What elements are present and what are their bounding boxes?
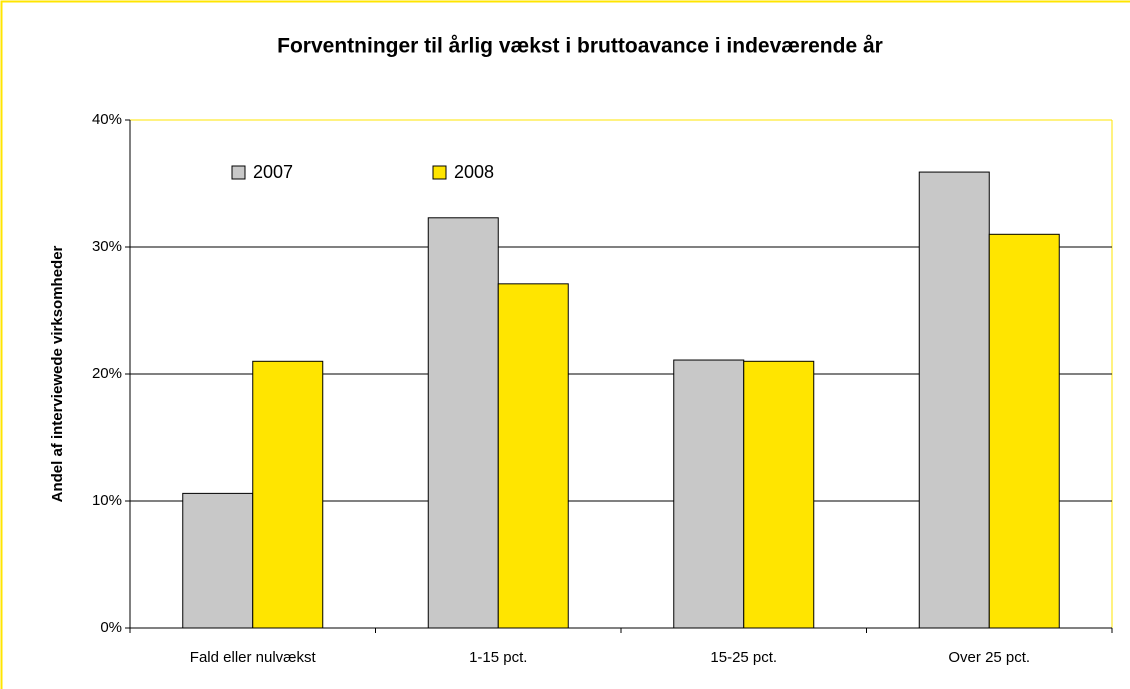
legend-swatch: [231, 165, 246, 180]
y-tick-label: 20%: [92, 365, 122, 382]
legend-label: 2007: [253, 162, 293, 182]
bar: [497, 283, 569, 629]
legend-label: 2008: [454, 162, 494, 182]
y-axis-label: Andel af interviewede virksomheder: [49, 245, 66, 502]
bar: [988, 233, 1060, 629]
bar: [743, 360, 815, 629]
bar: [427, 217, 499, 629]
x-tick-label: 1-15 pct.: [469, 649, 527, 666]
y-tick-label: 0%: [100, 619, 122, 636]
y-tick-label: 30%: [92, 238, 122, 255]
bar: [918, 171, 990, 629]
bar: [182, 492, 254, 629]
y-tick-label: 40%: [92, 111, 122, 128]
legend-swatch: [432, 165, 447, 180]
x-tick-label: 15-25 pct.: [710, 649, 777, 666]
x-tick-label: Fald eller nulvækst: [190, 649, 317, 666]
chart-title: Forventninger til årlig vækst i bruttoav…: [277, 35, 883, 58]
bar: [673, 359, 745, 629]
bar: [252, 360, 324, 629]
y-tick-label: 10%: [92, 492, 122, 509]
x-tick-label: Over 25 pct.: [948, 649, 1030, 666]
